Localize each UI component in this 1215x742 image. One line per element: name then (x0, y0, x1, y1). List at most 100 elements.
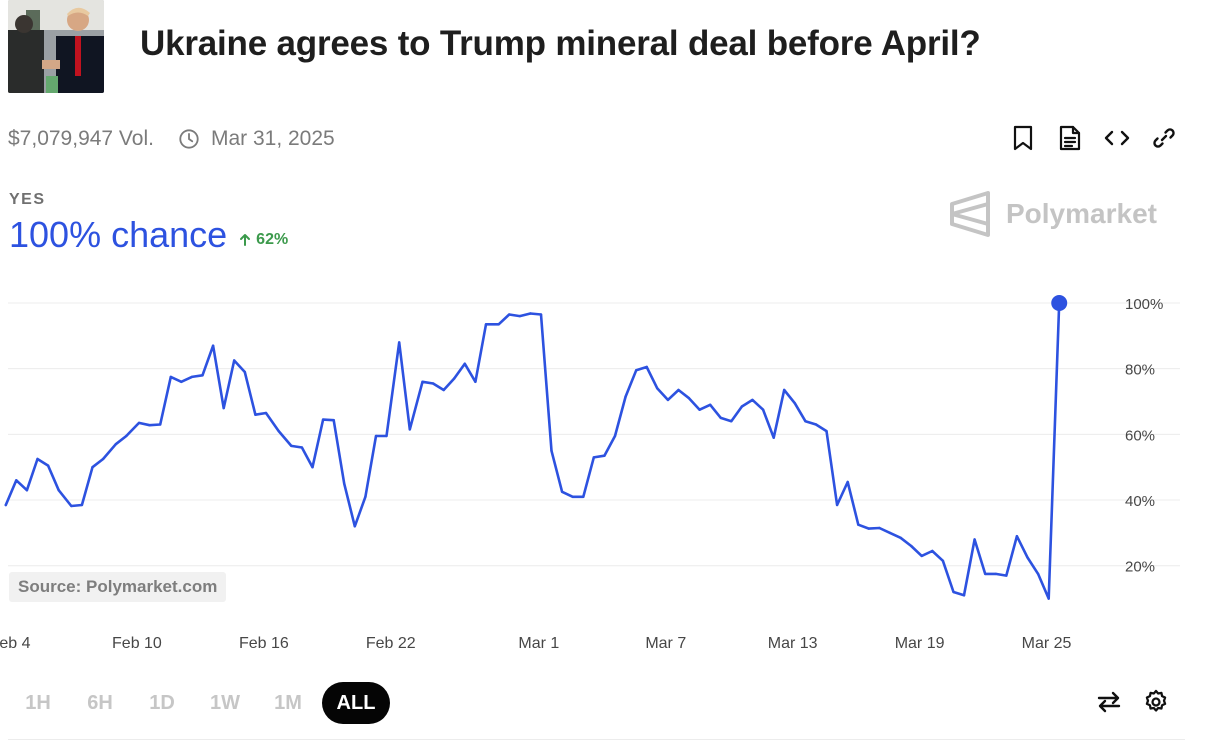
series-line-yes (4, 301, 1061, 600)
data-point (1026, 556, 1029, 559)
data-point (804, 420, 807, 423)
polymarket-logo-icon (950, 191, 990, 237)
y-tick-label: 20% (1125, 559, 1155, 576)
outcome-label: YES (9, 191, 46, 208)
data-point (211, 344, 215, 347)
source-label: Source: Polymarket.com (9, 572, 227, 602)
data-point (222, 406, 225, 410)
data-point (814, 423, 818, 426)
data-point (888, 531, 892, 535)
brand-name: Polymarket (1006, 198, 1157, 229)
data-point (80, 503, 84, 507)
data-point (899, 536, 902, 539)
data-point (463, 362, 466, 365)
chance-value: 100% chance (9, 214, 228, 255)
range-6h[interactable]: 6H (87, 691, 113, 714)
data-point (740, 405, 744, 408)
data-point (560, 490, 564, 493)
data-point (571, 495, 574, 498)
gear-icon[interactable] (1143, 688, 1169, 716)
data-point (264, 411, 268, 415)
range-1m[interactable]: 1M (274, 691, 302, 714)
data-point (190, 375, 194, 379)
data-point (321, 418, 325, 421)
data-point (624, 395, 627, 398)
data-point (952, 590, 955, 594)
data-point (582, 495, 585, 498)
clock-icon (178, 128, 200, 150)
data-point (656, 387, 659, 390)
time-range-selector: 1H 6H 1D 1W 1M ALL (10, 682, 390, 724)
data-point (962, 594, 966, 597)
y-tick-label: 80% (1125, 362, 1155, 379)
delta-value: 62% (256, 231, 289, 248)
data-point (666, 398, 670, 402)
embed-code-icon[interactable] (1104, 124, 1130, 152)
data-point (508, 313, 511, 316)
data-point (431, 382, 435, 385)
data-point (180, 380, 183, 383)
latest-value-marker (1051, 295, 1068, 311)
data-point (772, 436, 775, 439)
data-point (698, 408, 701, 411)
x-axis-ticks: Feb 4 Feb 10 Feb 16 Feb 22 Mar 1 Mar 7 Mar 13 M… (0, 635, 1072, 652)
data-point (635, 369, 638, 372)
x-tick-label: Mar 7 (645, 635, 686, 652)
data-point (994, 572, 997, 576)
data-point (910, 544, 913, 548)
price-chart[interactable]: 20% 40% 60% 80% 100% Feb 4 Feb 10 Feb 16 Feb 22… (0, 285, 1215, 660)
data-point (730, 420, 733, 423)
data-point (867, 527, 870, 530)
x-tick-label: Mar 19 (895, 635, 945, 652)
x-tick-label: Feb 4 (0, 635, 31, 652)
data-point (761, 408, 765, 411)
data-point (603, 454, 606, 457)
data-point (159, 423, 162, 426)
data-point (46, 464, 50, 467)
range-all[interactable]: ALL (322, 682, 390, 724)
data-point (36, 457, 39, 461)
data-point (1036, 572, 1040, 576)
range-1w[interactable]: 1W (210, 691, 240, 714)
bookmark-icon[interactable] (1010, 124, 1036, 152)
chart-tools (1096, 688, 1169, 716)
end-date-text: Mar 31, 2025 (210, 127, 335, 150)
y-tick-label: 100% (1125, 296, 1163, 313)
polymarket-logo: Polymarket (948, 190, 1157, 238)
range-1d[interactable]: 1D (149, 691, 175, 714)
data-point (398, 341, 401, 344)
data-point (484, 323, 488, 326)
data-point (518, 314, 521, 318)
link-icon[interactable] (1151, 124, 1177, 152)
grid-lines (8, 302, 1180, 567)
data-point (719, 416, 722, 420)
swap-arrows-icon[interactable] (1096, 688, 1122, 716)
data-point (364, 495, 367, 498)
data-point (353, 525, 356, 528)
range-1h[interactable]: 1H (25, 691, 51, 714)
data-point (677, 388, 680, 392)
data-point (311, 466, 314, 469)
data-point (474, 380, 477, 383)
data-point (529, 312, 532, 315)
data-point (148, 424, 151, 427)
volume-text: $7,079,947 Vol. (8, 127, 154, 150)
chance-delta: 62% (238, 231, 288, 249)
data-point (751, 398, 754, 402)
data-point (613, 434, 617, 438)
y-tick-label: 40% (1125, 493, 1155, 510)
data-point (137, 421, 141, 425)
x-tick-label: Mar 25 (1022, 635, 1072, 652)
document-icon[interactable] (1057, 124, 1083, 152)
data-point (835, 503, 839, 507)
series-line-layer (4, 295, 1068, 600)
data-point (374, 434, 378, 438)
x-tick-label: Feb 22 (366, 635, 416, 652)
y-axis-ticks: 20% 40% 60% 80% 100% (1125, 296, 1163, 576)
data-point (201, 374, 204, 377)
data-point (539, 313, 543, 316)
data-point (857, 523, 860, 526)
data-point (550, 449, 553, 452)
data-point (91, 466, 94, 469)
x-tick-label: Feb 16 (239, 635, 289, 652)
